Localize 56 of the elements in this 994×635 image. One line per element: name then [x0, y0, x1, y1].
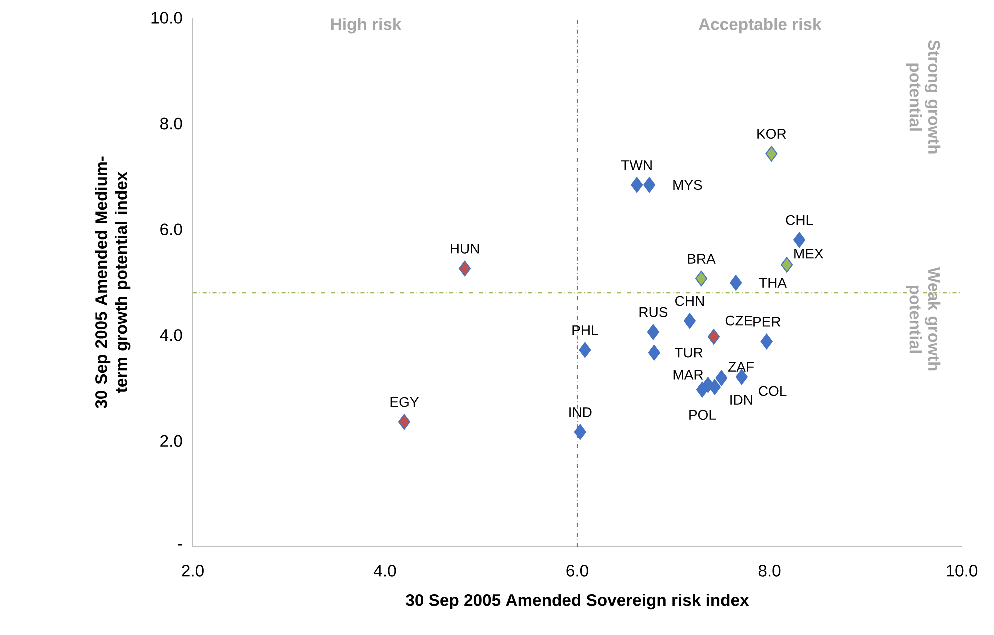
- annotation: CHL: [786, 215, 814, 226]
- annotation: TUR: [674, 348, 703, 358]
- point: [696, 382, 709, 398]
- y-tick-label: 4.0: [160, 330, 182, 342]
- point: [781, 257, 794, 273]
- point: [794, 232, 806, 248]
- annotation: TWN: [621, 160, 652, 170]
- point: [647, 324, 660, 340]
- point: [574, 424, 586, 440]
- point: [579, 342, 592, 358]
- annotation: RUS: [640, 307, 668, 318]
- point: [398, 414, 411, 430]
- point: [730, 275, 742, 291]
- annotation: MAR: [674, 370, 704, 380]
- annotation: High risk: [331, 18, 402, 34]
- point: [684, 313, 696, 329]
- annotation: CHN: [676, 296, 704, 306]
- y-axis-title: 30 Sep 2005 Amended Medium-term growth potential index: [95, 156, 131, 409]
- point: [695, 270, 708, 287]
- point: [716, 370, 728, 386]
- annotation: MYS: [674, 180, 702, 190]
- x-tick-label: 10.0: [947, 565, 978, 577]
- annotation: Acceptable risk: [698, 18, 822, 34]
- annotation: BRA: [688, 254, 716, 264]
- y-tick-label: 6.0: [160, 224, 182, 236]
- y-tick-label: -: [178, 544, 182, 546]
- x-tick-label: 6.0: [566, 565, 588, 577]
- x-axis-title: 30 Sep 2005 Amended Sovereign risk index: [406, 594, 750, 610]
- annotation: PER: [754, 317, 781, 327]
- annotation: HUN: [451, 244, 480, 254]
- annotation: THA: [759, 278, 788, 288]
- annotation: IND: [570, 408, 592, 418]
- annotation: PHL: [572, 326, 598, 336]
- x-tick-label: 4.0: [374, 565, 396, 577]
- annotation: POL: [690, 410, 716, 420]
- annotation: COL: [759, 386, 787, 396]
- point: [631, 177, 644, 194]
- x-tick-label: 8.0: [758, 565, 781, 577]
- point: [766, 146, 778, 162]
- annotation: MEX: [794, 249, 824, 259]
- y-tick-label: 8.0: [160, 118, 182, 130]
- annotation: Weak growth potential: [906, 267, 941, 371]
- point: [644, 177, 656, 194]
- point: [708, 329, 720, 345]
- y-tick-label: 10.0: [152, 12, 182, 24]
- point: [760, 334, 773, 350]
- annotation: ZAF: [728, 362, 754, 372]
- point: [648, 344, 660, 361]
- y-tick-label: 2.0: [160, 435, 182, 448]
- annotation: KOR: [758, 129, 786, 140]
- annotation: CZE: [726, 316, 753, 326]
- point: [459, 260, 472, 277]
- annotation: Strong growth potential: [906, 40, 941, 154]
- x-tick-label: 2.0: [182, 565, 204, 577]
- annotation: EGY: [390, 397, 419, 408]
- annotation: IDN: [730, 395, 752, 405]
